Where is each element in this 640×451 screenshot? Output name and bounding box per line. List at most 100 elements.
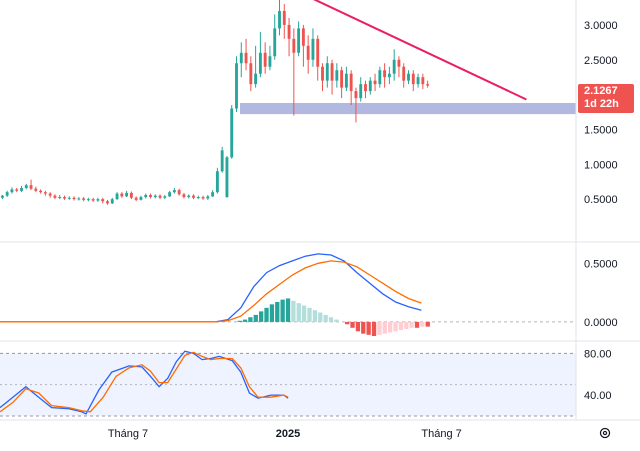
- candle-body: [301, 28, 305, 46]
- candle-body: [387, 73, 391, 78]
- macd-histogram-bar: [280, 299, 285, 322]
- macd-histogram-bar: [269, 304, 275, 322]
- candle-body: [282, 10, 286, 25]
- candle-body: [354, 91, 358, 99]
- candle-body: [321, 66, 324, 81]
- candle-body: [263, 52, 267, 67]
- candle-body: [335, 70, 339, 81]
- stoch-d-line: [0, 351, 289, 413]
- candle-body: [215, 171, 219, 193]
- candle-body: [306, 45, 310, 60]
- macd-histogram-bar: [361, 321, 366, 334]
- candle-body: [168, 192, 172, 197]
- candle-body: [297, 28, 301, 53]
- macd-histogram-bar: [248, 317, 253, 322]
- candle-body: [244, 52, 248, 64]
- macd-histogram-bar: [302, 305, 307, 322]
- candle-body: [15, 189, 19, 191]
- price-tick-label: 1.5000: [584, 124, 618, 136]
- candle-body: [220, 150, 224, 172]
- candle-body: [325, 63, 329, 81]
- stoch-tick-label: 40.00: [584, 390, 612, 402]
- candle-body: [359, 84, 363, 99]
- candle-body: [187, 195, 191, 198]
- macd-histogram-bar: [388, 321, 393, 333]
- candle-body: [268, 56, 272, 67]
- candle-body: [163, 196, 167, 198]
- candle-body: [20, 188, 23, 191]
- candle-body: [316, 38, 320, 67]
- candle-body: [172, 190, 176, 193]
- candle-body: [149, 194, 152, 198]
- candle-body: [82, 198, 86, 200]
- macd-histogram-bar: [253, 314, 258, 322]
- candle-body: [144, 194, 148, 198]
- candle-body: [48, 193, 52, 196]
- candle-body: [201, 197, 205, 199]
- macd-histogram-bar: [323, 314, 328, 322]
- time-tick-label: Tháng 7: [108, 428, 148, 440]
- candle-body: [58, 197, 62, 199]
- macd-histogram-bar: [393, 321, 398, 332]
- candle-body: [34, 188, 38, 191]
- countdown-label: 1d 22h: [584, 98, 619, 110]
- price-tick-label: 0.5000: [584, 194, 618, 206]
- candle-body: [278, 10, 281, 29]
- candle-body: [0, 195, 4, 198]
- gear-icon[interactable]: [598, 426, 612, 440]
- candle-body: [292, 38, 296, 53]
- macd-histogram-bar: [237, 320, 242, 322]
- candle-body: [349, 73, 353, 92]
- stochastic-pane: [0, 350, 576, 417]
- macd-pane: [0, 253, 576, 336]
- macd-histogram-bar: [345, 321, 350, 325]
- candle-body: [10, 189, 14, 193]
- candle-body: [139, 197, 143, 200]
- candle-body: [120, 193, 124, 197]
- candle-body: [77, 198, 81, 200]
- macd-histogram-bar: [377, 321, 382, 335]
- price-tick-label: 1.0000: [584, 159, 618, 171]
- candle-body: [392, 59, 396, 74]
- macd-histogram-bar: [312, 310, 318, 322]
- price-tick-label: 2.5000: [584, 55, 618, 67]
- last-price-badge: 2.1267 1d 22h: [578, 84, 634, 113]
- candle-body: [125, 192, 129, 197]
- candle-body: [311, 38, 315, 60]
- macd-line: [0, 253, 422, 323]
- candle-body: [196, 197, 200, 199]
- macd-histogram-bar: [285, 298, 291, 322]
- candle-body: [225, 157, 229, 198]
- candle-body: [397, 59, 401, 67]
- macd-histogram-bar: [307, 307, 312, 322]
- macd-histogram-bar: [409, 321, 414, 328]
- axes: 3.0000 2.5000 1.5000 1.0000 0.5000 0.5000 0.00…: [0, 0, 640, 440]
- candle-body: [344, 73, 348, 88]
- candle-body: [287, 24, 291, 39]
- macd-histogram-bar: [371, 321, 377, 336]
- candle-body: [29, 185, 33, 189]
- candle-body: [421, 77, 425, 85]
- candle-body: [53, 195, 57, 198]
- candle-body: [72, 197, 76, 200]
- candle-body: [63, 197, 66, 199]
- macd-histogram-bar: [291, 300, 296, 322]
- candle-body: [206, 196, 210, 199]
- macd-histogram-bar: [414, 321, 420, 328]
- macd-histogram-bar: [366, 321, 371, 335]
- candle-body: [153, 195, 157, 198]
- macd-histogram-bar: [328, 317, 334, 322]
- candle-body: [5, 192, 9, 196]
- candle-body: [273, 28, 277, 57]
- macd-histogram-bar: [425, 321, 430, 327]
- support-zone: [240, 102, 576, 115]
- macd-histogram-bar: [398, 321, 404, 331]
- macd-histogram-bar: [334, 319, 339, 322]
- candle-body: [416, 77, 420, 85]
- macd-histogram-bar: [355, 321, 361, 332]
- price-pane: [0, 0, 576, 205]
- candle-body: [330, 63, 334, 81]
- candle-body: [368, 80, 372, 92]
